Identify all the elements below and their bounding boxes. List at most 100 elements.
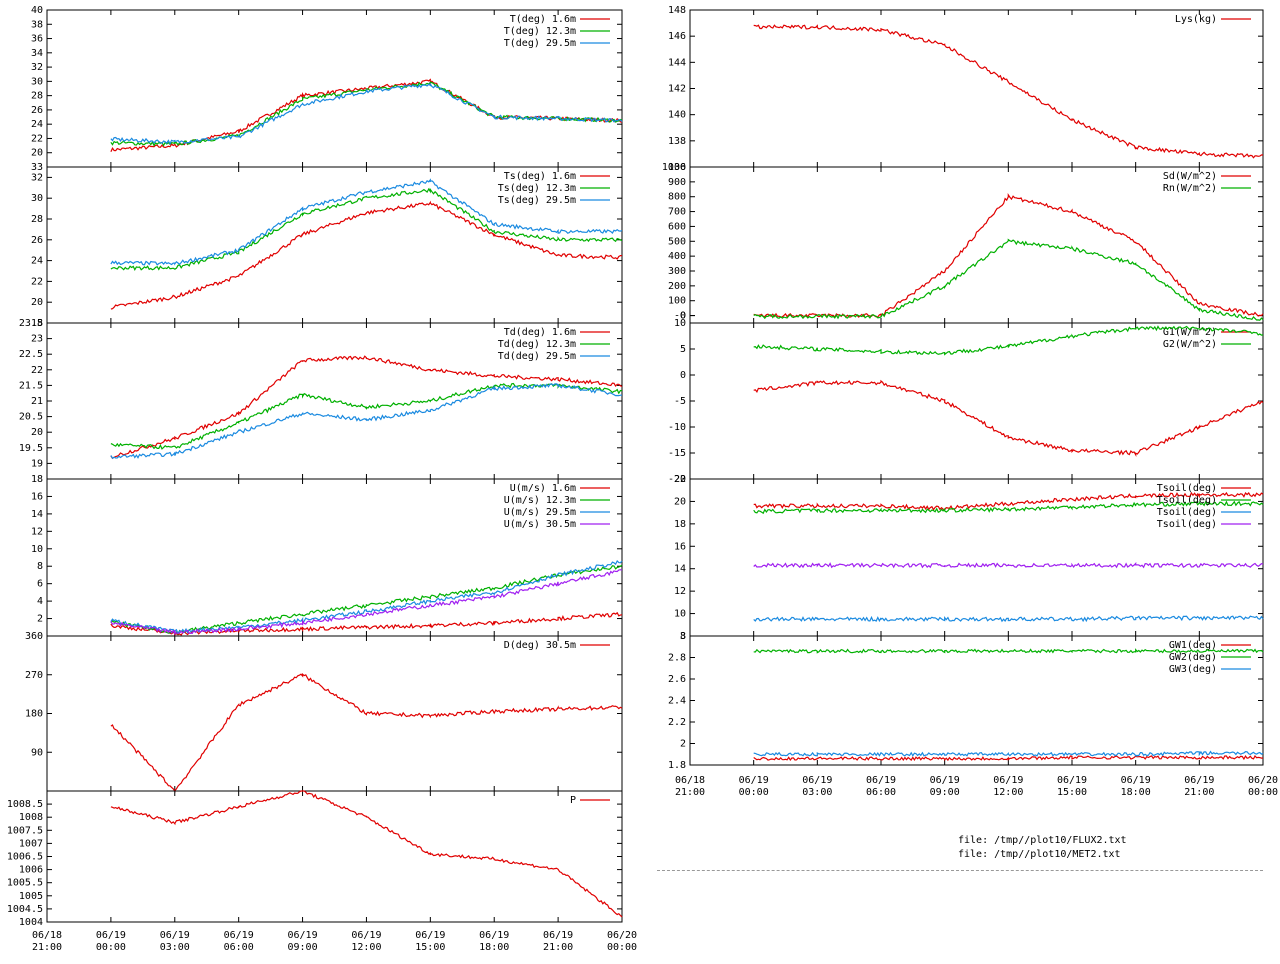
x-tick-label-right-date: 06/19 — [1057, 775, 1087, 786]
x-tick-label-left-date: 06/19 — [351, 930, 381, 941]
series-line-soil-temp-1 — [753, 500, 1264, 515]
y-tick-label: 1008 — [19, 812, 43, 823]
file-label-met: file: /tmp//plot10/MET2.txt — [958, 849, 1121, 860]
y-tick-label: -10 — [668, 422, 686, 433]
legend-label: D(deg) 30.5m — [504, 640, 576, 651]
y-tick-label: 38 — [31, 19, 43, 30]
y-tick-label: -0 — [674, 311, 686, 322]
y-tick-label: 22 — [31, 133, 43, 144]
y-tick-label: 138 — [668, 136, 686, 147]
y-tick-label: 146 — [668, 31, 686, 42]
legend-label: Sd(W/m^2) — [1163, 171, 1217, 182]
y-tick-label: 22 — [31, 276, 43, 287]
y-tick-label: 26 — [31, 235, 43, 246]
series-line-wind-speed-1 — [110, 564, 623, 636]
x-tick-label-right-time: 21:00 — [1184, 787, 1214, 798]
series-line-wind-speed-3 — [110, 569, 623, 636]
y-tick-label: 10 — [674, 609, 686, 620]
y-tick-label: 2 — [37, 614, 43, 625]
y-tick-label: 1005 — [19, 891, 43, 902]
x-tick-label-right-date: 06/19 — [1184, 775, 1214, 786]
y-tick-label: 8 — [680, 631, 686, 642]
series-line-soil-temp-2 — [753, 615, 1264, 623]
y-tick-label: 21.5 — [19, 380, 43, 391]
y-tick-label: 12 — [674, 586, 686, 597]
legend-label: Tsoil(deg) — [1157, 507, 1217, 518]
y-tick-label: 18 — [31, 474, 43, 485]
y-tick-label: 33 — [31, 162, 43, 173]
x-tick-label-right-time: 15:00 — [1057, 787, 1087, 798]
y-tick-label: 2.4 — [668, 696, 686, 707]
y-tick-label: 32 — [31, 62, 43, 73]
y-tick-label: 1007.5 — [7, 825, 43, 836]
y-tick-label: 700 — [668, 207, 686, 218]
legend-label: Rn(W/m^2) — [1163, 183, 1217, 194]
y-tick-label: 90 — [31, 747, 43, 758]
series-line-wind-speed-2 — [110, 559, 623, 635]
x-tick-label-left-time: 03:00 — [160, 942, 190, 953]
y-tick-label: 10 — [31, 544, 43, 555]
y-tick-label: 360 — [25, 631, 43, 642]
y-tick-label: 22.5 — [19, 349, 43, 360]
y-tick-label: 10 — [674, 318, 686, 329]
x-tick-label-right-date: 06/19 — [1121, 775, 1151, 786]
legend-label: G2(W/m^2) — [1163, 339, 1217, 350]
y-tick-label: 300 — [668, 266, 686, 277]
y-tick-label: 900 — [668, 177, 686, 188]
x-tick-label-right-time: 09:00 — [930, 787, 960, 798]
x-tick-label-right-date: 06/20 — [1248, 775, 1278, 786]
x-tick-label-left-date: 06/19 — [479, 930, 509, 941]
y-tick-label: 30 — [31, 193, 43, 204]
y-tick-label: 30 — [31, 76, 43, 87]
y-tick-label: 22 — [31, 365, 43, 376]
legend-label: P — [570, 795, 576, 806]
y-tick-label: 600 — [668, 221, 686, 232]
series-line-pressure-0 — [110, 790, 623, 918]
y-tick-label: 3 — [680, 631, 686, 642]
legend-label: Td(deg) 12.3m — [498, 339, 576, 350]
series-line-air-temp-2 — [110, 82, 623, 145]
x-tick-label-left-time: 12:00 — [351, 942, 381, 953]
legend-label: Ts(deg) 29.5m — [498, 195, 576, 206]
series-line-ground-heat-0 — [753, 379, 1264, 458]
legend-label: Tsoil(deg) — [1157, 519, 1217, 530]
legend-label: Lys(kg) — [1175, 14, 1217, 25]
x-tick-label-right-time: 12:00 — [993, 787, 1023, 798]
y-tick-label: 20 — [674, 496, 686, 507]
series-line-wind-direction-0 — [110, 673, 623, 793]
x-tick-label-right-time: 21:00 — [675, 787, 705, 798]
x-tick-label-right-time: 00:00 — [739, 787, 769, 798]
y-tick-label: 0 — [680, 370, 686, 381]
y-tick-label: 20.5 — [19, 412, 43, 423]
divider-line — [657, 870, 1263, 871]
y-tick-label: 4 — [37, 596, 43, 607]
series-line-surface-temp-0 — [110, 200, 622, 310]
y-tick-label: 1005.5 — [7, 878, 43, 889]
y-tick-label: 142 — [668, 84, 686, 95]
series-line-radiation-1 — [753, 238, 1264, 321]
y-tick-label: 140 — [668, 110, 686, 121]
y-tick-label: 2.6 — [668, 674, 686, 685]
legend-label: Ts(deg) 12.3m — [498, 183, 576, 194]
x-tick-label-left-date: 06/19 — [288, 930, 318, 941]
y-tick-label: 2 — [680, 739, 686, 750]
y-tick-label: 18 — [31, 318, 43, 329]
y-tick-label: 1004.5 — [7, 904, 43, 915]
y-tick-label: 148 — [668, 5, 686, 16]
y-tick-label: 14 — [31, 509, 43, 520]
x-tick-label-left-time: 06:00 — [224, 942, 254, 953]
series-line-soil-temp-3 — [753, 562, 1264, 569]
y-tick-label: 1.8 — [668, 760, 686, 771]
y-tick-label: 136 — [668, 162, 686, 173]
series-line-groundwater-0 — [753, 754, 1264, 762]
legend-label: Td(deg) 1.6m — [504, 327, 576, 338]
y-tick-label: 20 — [31, 297, 43, 308]
x-tick-label-left-date: 06/19 — [160, 930, 190, 941]
y-tick-label: 2.2 — [668, 717, 686, 728]
legend-label: U(m/s) 1.6m — [510, 483, 576, 494]
series-line-dew-point-0 — [110, 355, 623, 460]
plot-frame-wind-direction — [46, 635, 623, 792]
y-tick-label: 28 — [31, 214, 43, 225]
